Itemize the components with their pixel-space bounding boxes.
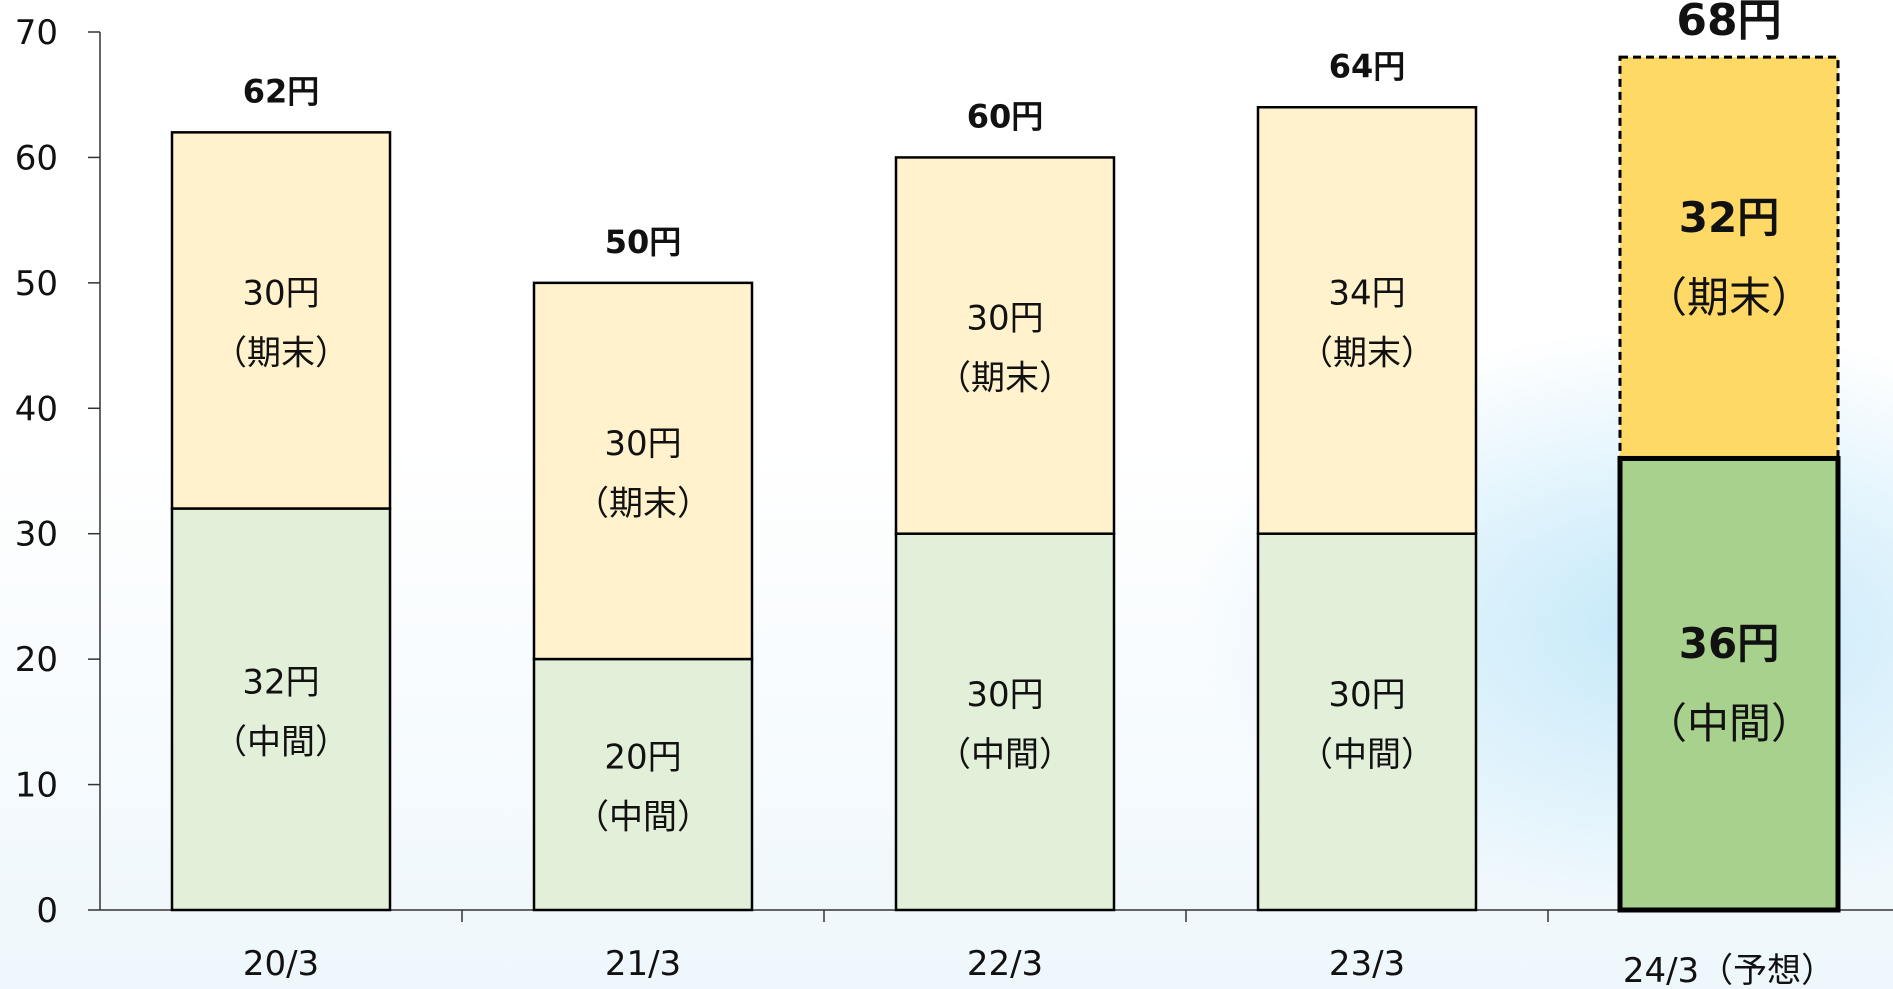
bar-segment-bottom: [1617, 455, 1841, 913]
y-tick-label: 10: [15, 766, 58, 806]
bar-segment-top: [894, 156, 1116, 535]
bar-top-value-label: 32円: [1679, 193, 1779, 242]
y-tick-label: 60: [15, 138, 58, 178]
bar-total-label: 50円: [605, 223, 682, 261]
y-tick-label: 20: [15, 640, 58, 680]
bar-bottom-value-label: 30円: [1328, 675, 1405, 715]
bar-segment-bottom: [894, 532, 1116, 912]
bar-segment-top: [170, 131, 392, 510]
bar-segment-top: [1618, 55, 1840, 460]
data-labels: 30円 （期末） 32円 （中間） 62円 30円 （期末） 20円 （中間） 50円 30円 （期末…: [213, 0, 1813, 838]
y-tick-label: 40: [15, 389, 58, 429]
x-tick-label: 21/3: [605, 944, 681, 984]
x-tick-label: 23/3: [1329, 944, 1405, 984]
bars: [170, 55, 1841, 913]
bar-bottom-sublabel: （中間）: [1645, 699, 1813, 748]
y-tick-label: 0: [36, 891, 58, 931]
bar-top-sublabel: （期末）: [1645, 273, 1813, 322]
bar-segment-bottom: [170, 507, 392, 912]
bar-total-label: 62円: [243, 72, 320, 110]
bar-top-value-label: 30円: [966, 299, 1043, 339]
y-tick-label: 50: [15, 264, 58, 304]
bar-bottom-value-label: 30円: [966, 675, 1043, 715]
bar-bottom-sublabel: （中間）: [937, 735, 1073, 775]
bar-segment-bottom: [1256, 532, 1478, 912]
bar-top-sublabel: （期末）: [937, 359, 1073, 399]
bar-top-value-label: 34円: [1328, 273, 1405, 313]
bar-top-sublabel: （期末）: [213, 333, 349, 373]
bar-bottom-sublabel: （中間）: [575, 798, 711, 838]
bar-top-value-label: 30円: [604, 424, 681, 464]
bar-total-label: 64円: [1329, 47, 1406, 85]
x-tick-label: 20/3: [243, 944, 319, 984]
bar-segment-top: [1256, 106, 1478, 535]
bar-bottom-sublabel: （中間）: [1299, 735, 1435, 775]
bar-bottom-value-label: 32円: [242, 662, 319, 702]
bar-top-sublabel: （期末）: [575, 484, 711, 524]
bar-bottom-value-label: 20円: [604, 738, 681, 778]
y-tick-label: 30: [15, 515, 58, 555]
bar-top-sublabel: （期末）: [1299, 333, 1435, 373]
bar-top-value-label: 30円: [242, 273, 319, 313]
bar-segment-top: [532, 281, 754, 661]
x-tick-label: 24/3（予想）: [1623, 951, 1835, 989]
bar-total-label: 68円: [1676, 0, 1781, 46]
bar-segment-bottom: [532, 657, 754, 912]
bar-total-label: 60円: [967, 97, 1044, 135]
x-tick-label: 22/3: [967, 944, 1043, 984]
bar-bottom-value-label: 36円: [1679, 619, 1779, 668]
y-tick-label: 70: [15, 13, 58, 53]
bar-bottom-sublabel: （中間）: [213, 722, 349, 762]
